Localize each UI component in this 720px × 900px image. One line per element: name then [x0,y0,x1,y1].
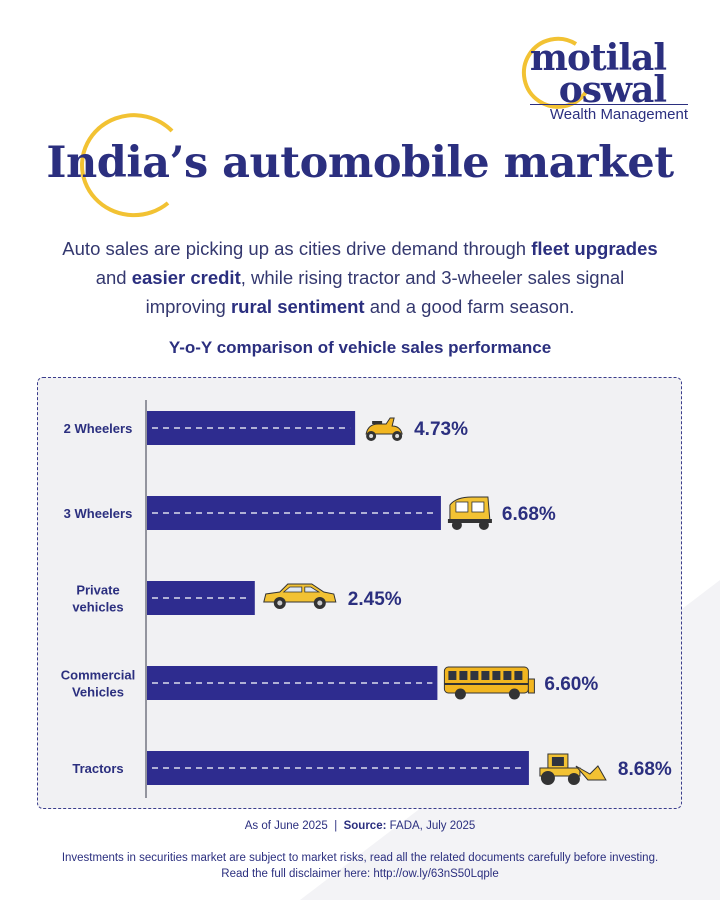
bus-icon [443,666,535,700]
category-label-2: Private vehicles [72,583,123,615]
logo-divider [530,104,688,105]
value-label-0: 4.73% [414,419,468,440]
logo-subtitle: Wealth Management [549,106,688,123]
tractor-loader-icon [539,753,607,785]
footnote-separator: | [334,820,338,832]
logo-wordmark-line1: motilal [529,37,667,79]
intro-highlight-fleet: fleet upgrades [531,238,658,259]
bar-chart: 2 Wheelers 4.73% 3 Wheelers 6.68% Private veh… [61,400,672,798]
value-label-1: 6.68% [502,504,556,525]
source-text: FADA, July 2025 [389,820,476,832]
category-label-3: Commercial Vehicles [61,668,135,700]
category-label-4: Tractors [72,761,123,776]
disclaimer-line-2: Read the full disclaimer here: http://ow… [221,868,499,880]
category-label-0: 2 Wheelers [64,421,133,436]
logo-ring-icon [521,36,588,109]
auto-rickshaw-icon [447,496,492,530]
chart-footnote: As of June 2025 | Source: FADA, July 202… [0,820,720,832]
value-label-3: 6.60% [544,674,598,695]
disclaimer-line-1: Investments in securities market are sub… [61,852,659,864]
page-title: India’s automobile market [46,138,674,188]
brand-logo: motilal oswal Wealth Management [516,30,696,130]
intro-highlight-credit: easier credit [131,267,241,288]
as-of-date: As of June 2025 [244,820,328,832]
title-ring-icon [80,113,174,218]
value-label-4: 8.68% [618,759,672,780]
intro-text-3: , while rising tractor and 3-wheeler sal… [145,267,625,317]
chart-title: Y-o-Y comparison of vehicle sales perfor… [168,338,552,357]
source-label: Source: [343,820,387,832]
car-icon [263,583,337,609]
scooter-icon [365,417,403,441]
disclaimer: Investments in securities market are sub… [0,850,720,882]
intro-text-2: and [95,267,132,288]
intro-text-1: Auto sales are picking up as cities driv… [62,238,532,259]
intro-paragraph: Auto sales are picking up as cities driv… [60,234,660,321]
bar-1 [147,496,441,530]
intro-text-4: and a good farm season. [364,296,575,317]
category-label-1: 3 Wheelers [64,506,133,521]
value-label-2: 2.45% [348,589,402,610]
intro-highlight-rural: rural sentiment [230,296,365,317]
chart-panel: 2 Wheelers 4.73% 3 Wheelers 6.68% Private veh… [37,377,682,809]
logo-wordmark-line2: oswal [558,69,667,111]
